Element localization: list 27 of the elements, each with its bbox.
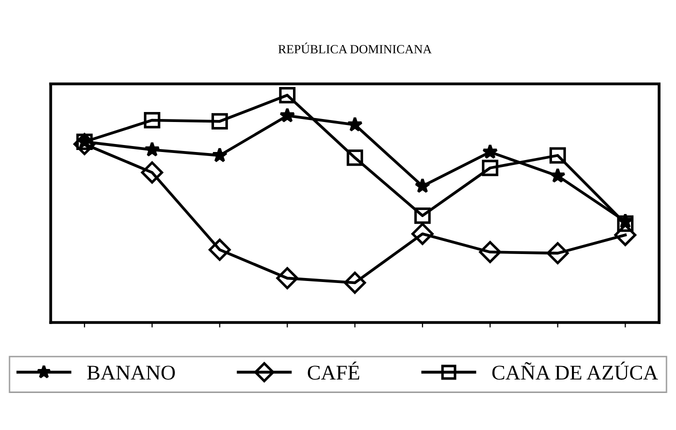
point bbox=[550, 147, 566, 164]
point bbox=[347, 116, 363, 132]
legend-label: CAÑA DE AZÚCA bbox=[492, 362, 658, 380]
point bbox=[346, 150, 364, 166]
point bbox=[144, 142, 160, 157]
point bbox=[344, 272, 366, 294]
point bbox=[279, 87, 296, 104]
point bbox=[614, 224, 636, 246]
legend-label: CAFÉ bbox=[308, 362, 360, 380]
point bbox=[411, 222, 434, 245]
point bbox=[212, 113, 228, 130]
point bbox=[479, 240, 502, 264]
point bbox=[617, 215, 634, 232]
legend-label: BANANO bbox=[87, 366, 175, 380]
point bbox=[141, 161, 164, 184]
point bbox=[414, 207, 431, 224]
point bbox=[208, 238, 231, 261]
point bbox=[279, 107, 296, 123]
point bbox=[546, 242, 569, 264]
point bbox=[550, 168, 566, 183]
point bbox=[212, 147, 228, 162]
point bbox=[482, 144, 498, 159]
point bbox=[414, 178, 430, 193]
point bbox=[482, 160, 498, 176]
chart-title: REPÚBLICA DOMINICANA bbox=[278, 42, 432, 54]
point bbox=[276, 267, 298, 290]
point bbox=[144, 112, 160, 128]
